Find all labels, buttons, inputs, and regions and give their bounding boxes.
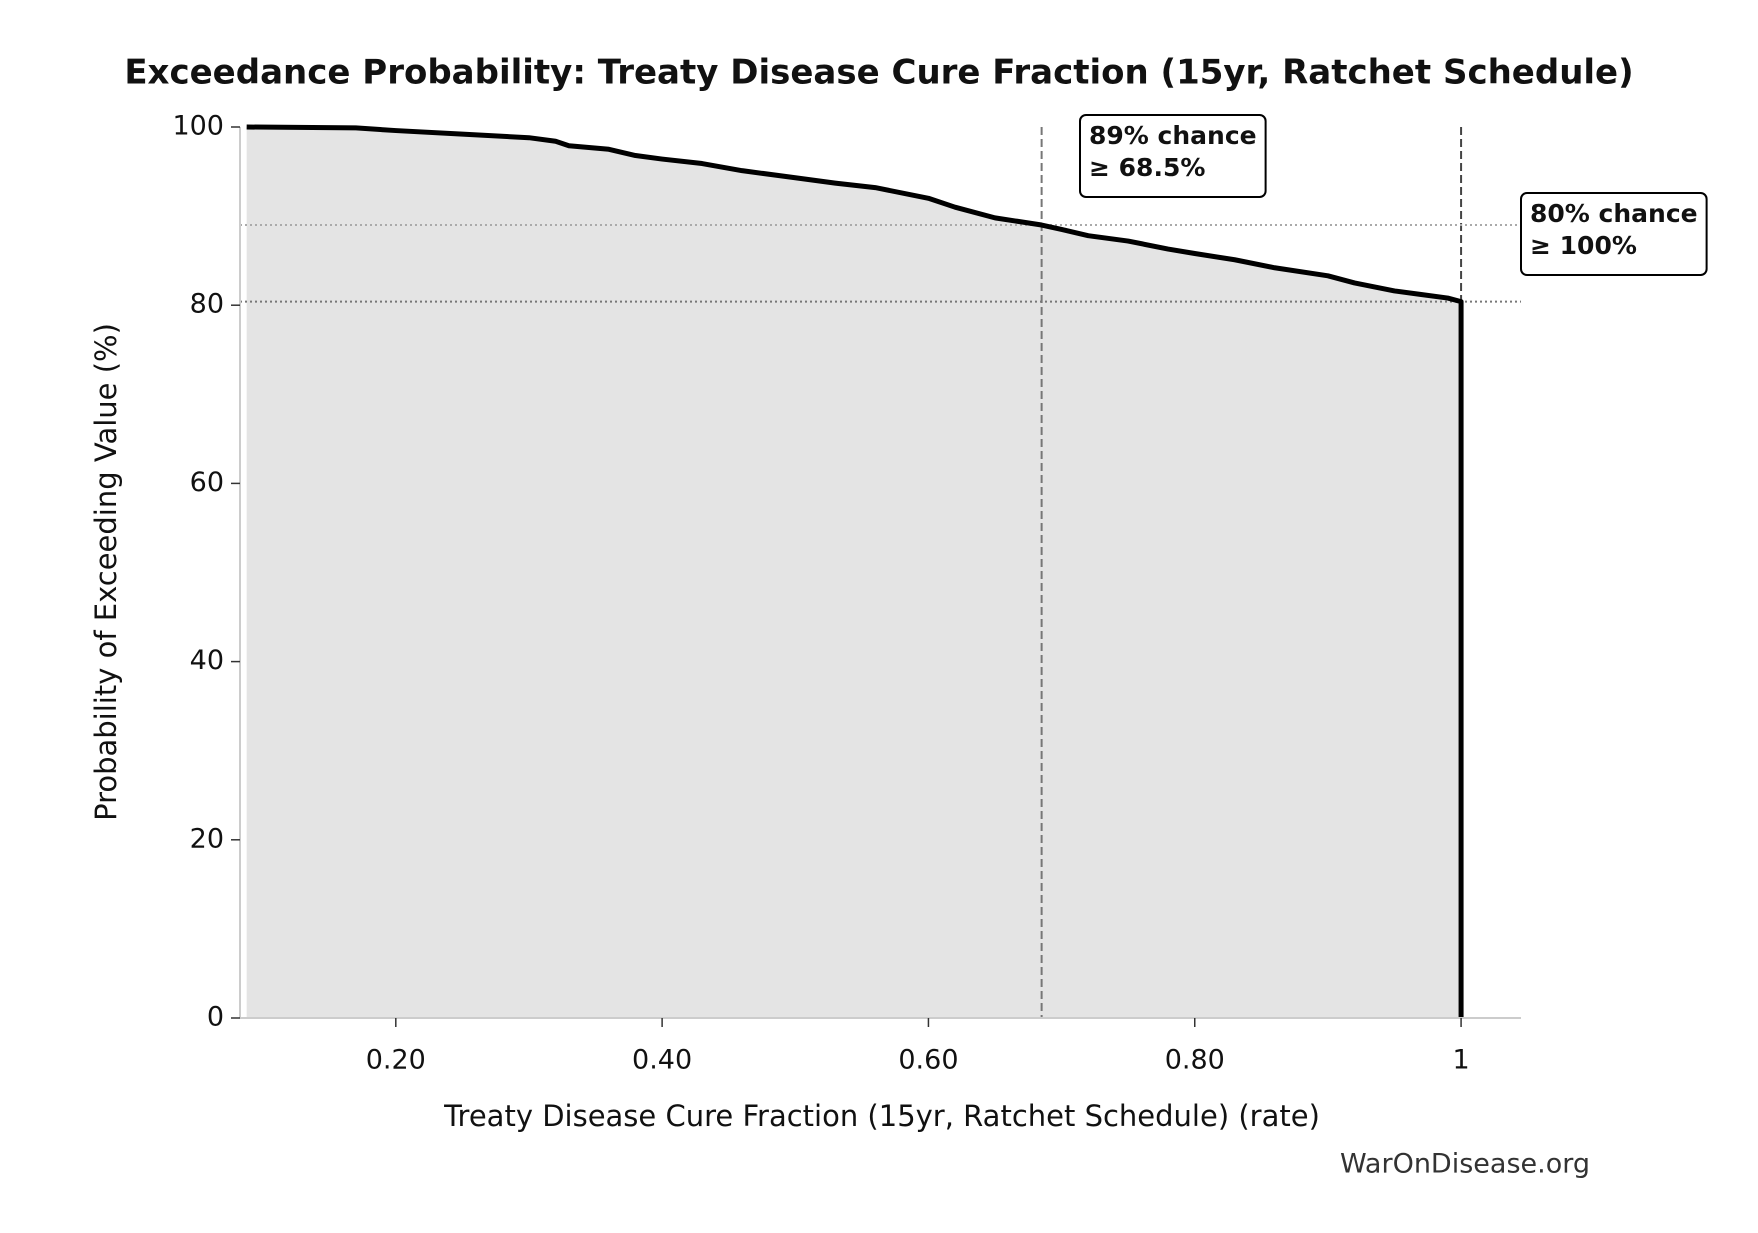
y-tick-label: 80: [190, 289, 224, 320]
annotation: 89% chance ≥ 68.5%: [1079, 114, 1267, 198]
x-tick-label: 0.60: [898, 1045, 958, 1076]
x-tick-label: 0.80: [1165, 1045, 1225, 1076]
x-tick-label: 0.20: [366, 1045, 426, 1076]
annotation-text: 80% chance: [1530, 199, 1698, 228]
y-tick-label: 100: [172, 111, 224, 142]
line: [246, 124, 1464, 1018]
annotation-text: ≥ 100%: [1530, 231, 1637, 260]
annotation-box: [1079, 114, 1267, 198]
y-axis-label: Probability of Exceeding Value (%): [89, 323, 123, 821]
watermark: WarOnDisease.org: [1340, 1149, 1590, 1180]
y-tick-label: 0: [207, 1002, 224, 1033]
annotation: 80% chance ≥ 100%: [1520, 192, 1708, 276]
annotation-box: [1520, 192, 1708, 276]
annotation-text: ≥ 68.5%: [1089, 153, 1205, 182]
y-tick-label: 40: [190, 645, 224, 676]
annotation-text: 89% chance: [1089, 121, 1257, 150]
y-tick-label: 60: [190, 467, 224, 498]
chart-title: Exceedance Probability: Treaty Disease C…: [124, 53, 1633, 93]
area-fill: [246, 127, 1462, 1018]
x-axis-label: Treaty Disease Cure Fraction (15yr, Ratc…: [443, 1099, 1320, 1133]
x-tick-label: 0.40: [632, 1045, 692, 1076]
y-tick-label: 20: [190, 823, 224, 854]
x-tick-label: 1: [1452, 1045, 1469, 1076]
